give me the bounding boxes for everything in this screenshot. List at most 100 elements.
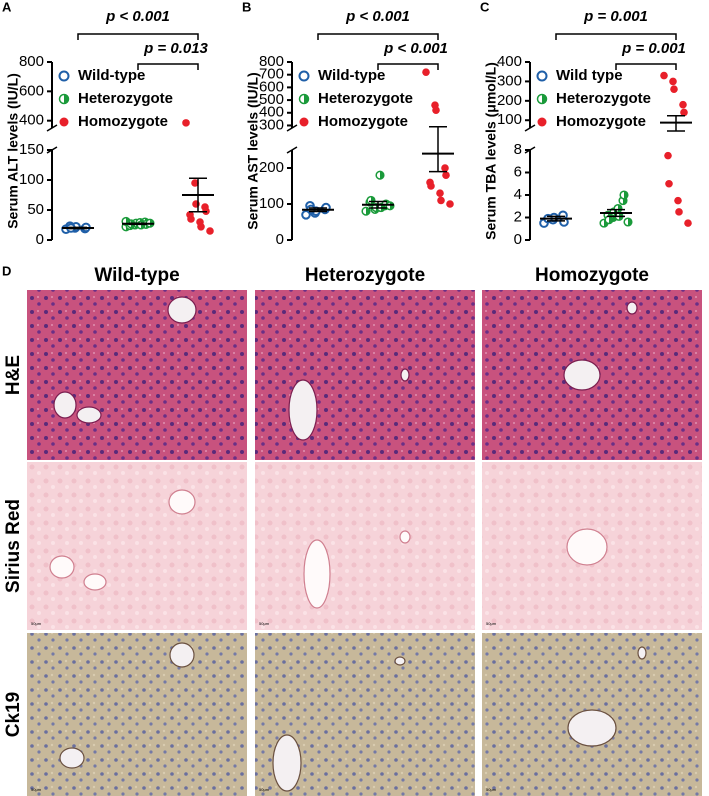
y-tick-label: 300 <box>259 116 284 133</box>
marker-part <box>366 207 370 215</box>
micrograph <box>27 290 247 460</box>
micrograph <box>27 462 247 630</box>
significance-bracket <box>137 63 199 70</box>
y-tick-label: 200 <box>497 92 522 109</box>
vessel <box>272 734 302 792</box>
vessel <box>400 368 410 382</box>
y-tick-label: 0 <box>276 231 284 248</box>
vessel <box>167 296 197 324</box>
y-tick-label: 600 <box>19 82 44 99</box>
vessel <box>53 391 77 419</box>
scale-bar-label: 50μm <box>31 621 42 626</box>
y-tick-label: 4 <box>514 186 522 203</box>
y-axis-label: Serum ALT levels (IU/L) <box>5 73 21 229</box>
column-label: Wild-type <box>94 265 179 286</box>
vessel <box>563 359 601 391</box>
data-point <box>442 171 450 179</box>
data-point <box>670 85 678 93</box>
data-point <box>366 195 376 205</box>
y-tick-label: 50 <box>27 201 44 218</box>
sem-bar <box>309 207 327 213</box>
y-tick-label: 800 <box>19 53 44 70</box>
scale-bar-label: 50μm <box>259 621 270 626</box>
data-point <box>674 196 682 205</box>
micrograph <box>27 633 247 796</box>
marker-part <box>618 204 622 213</box>
vessel <box>83 573 107 591</box>
significance-bracket <box>77 33 199 40</box>
y-tick-label: 400 <box>259 104 284 121</box>
y-tick-label: 200 <box>259 159 284 176</box>
significance-label: p = 0.001 <box>621 40 686 57</box>
legend-marker <box>298 93 310 105</box>
y-tick-label: 6 <box>514 163 522 180</box>
data-point <box>675 208 683 216</box>
data-point <box>665 179 673 188</box>
y-axis-label: Serum TBA levels (μmol/L) <box>483 62 499 240</box>
row-label: Sirius Red <box>3 499 24 593</box>
data-point <box>206 227 214 235</box>
y-tick-label: 600 <box>259 78 284 95</box>
marker-part <box>609 215 613 224</box>
data-point <box>182 119 190 127</box>
data-point <box>684 219 692 227</box>
legend-marker <box>537 117 547 127</box>
data-point <box>623 217 633 227</box>
data-point <box>619 190 629 200</box>
sem-bar <box>429 125 447 173</box>
significance-bracket <box>555 33 677 40</box>
vessel <box>76 406 102 424</box>
marker-part <box>624 191 628 199</box>
y-tick-label: 500 <box>259 91 284 108</box>
row-label: Ck19 <box>3 692 24 737</box>
significance-label: p < 0.001 <box>345 8 410 25</box>
y-tick-label: 2 <box>514 208 522 225</box>
y-tick-label: 150 <box>19 141 44 158</box>
axis-break <box>46 124 58 132</box>
panel-label: B <box>242 0 251 14</box>
data-point <box>197 223 205 231</box>
micrograph <box>255 462 475 630</box>
y-tick-label: 100 <box>259 195 284 212</box>
axis-break <box>524 124 536 132</box>
y-tick-label: 400 <box>497 53 522 70</box>
vessel <box>626 301 638 315</box>
sem-bar <box>189 177 207 213</box>
column-label: Homozygote <box>535 265 649 286</box>
legend-label: Homozygote <box>78 113 168 130</box>
significance-bracket <box>377 63 439 70</box>
axis-break <box>286 124 298 132</box>
significance-bracket <box>615 63 677 70</box>
significance-label: p = 0.013 <box>143 40 208 57</box>
y-axis-label: Serum AST levels (IU/L) <box>245 72 261 229</box>
column-label: Heterozygote <box>305 265 425 286</box>
scale-bar-label: 50μm <box>259 787 270 792</box>
sem-bar <box>69 226 87 230</box>
marker-part <box>380 171 384 179</box>
legend-marker <box>58 70 70 82</box>
significance-label: p < 0.001 <box>105 8 170 25</box>
data-point <box>361 206 371 216</box>
data-point <box>187 215 195 223</box>
legend-marker <box>59 117 69 127</box>
significance-label: p < 0.001 <box>383 40 448 57</box>
legend-label: Wild-type <box>78 67 145 84</box>
vessel <box>49 555 75 579</box>
data-point <box>385 201 395 211</box>
significance-bracket <box>317 33 439 40</box>
scale-bar-label: 50μm <box>486 787 497 792</box>
sem-bar <box>547 215 565 222</box>
sem-bar <box>369 200 387 209</box>
data-point <box>446 200 454 208</box>
data-point <box>375 170 385 180</box>
y-tick-label: 100 <box>19 171 44 188</box>
data-point <box>437 196 445 205</box>
marker-part <box>628 218 632 226</box>
sem-bar <box>129 222 147 226</box>
vessel <box>288 379 318 441</box>
y-tick-label: 700 <box>259 66 284 83</box>
data-point <box>664 151 672 160</box>
data-point <box>669 77 677 86</box>
data-point <box>427 182 435 190</box>
